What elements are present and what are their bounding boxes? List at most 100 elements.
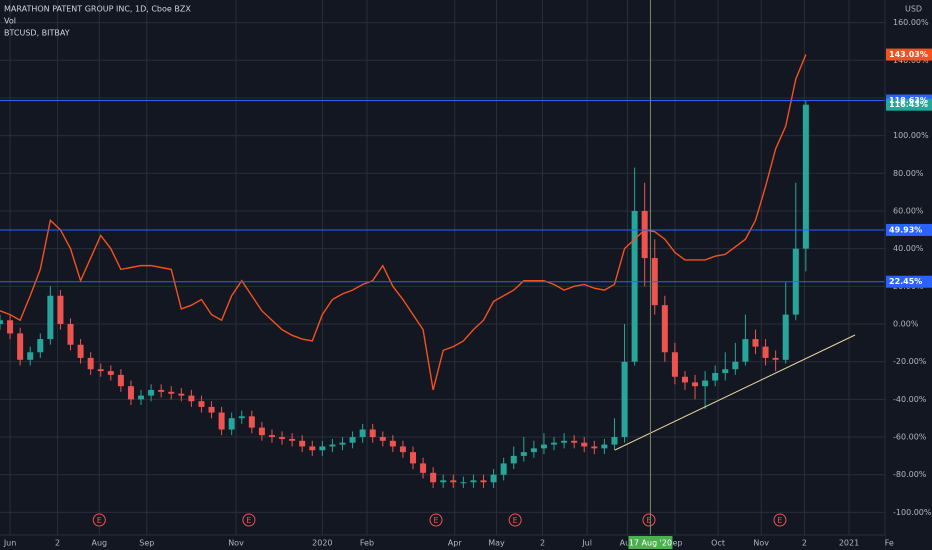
x-tick-label: May <box>488 539 505 548</box>
candle-body <box>47 295 54 340</box>
y-tick-label: -20.00% <box>893 357 927 366</box>
candle-body <box>17 333 24 360</box>
candle-body <box>158 389 165 392</box>
x-tick-label: Jul <box>581 539 592 548</box>
candle-body <box>440 480 447 483</box>
price-label: 22.45% <box>889 277 922 286</box>
candle-body <box>218 412 225 430</box>
x-tick-label: Sep <box>667 539 682 548</box>
candle-body <box>591 446 598 449</box>
candle-body <box>762 346 769 358</box>
candle-body <box>248 416 255 428</box>
candle-body <box>7 320 14 334</box>
x-tick-label: 2 <box>802 539 807 548</box>
candle-body <box>510 455 517 464</box>
candle-body <box>289 438 296 441</box>
candle-body <box>107 371 114 375</box>
candle-body <box>581 442 588 447</box>
candle-body <box>178 393 185 396</box>
candle-body <box>97 369 104 372</box>
candle-body <box>299 440 306 447</box>
event-marker <box>508 513 522 527</box>
candle-body <box>772 357 779 360</box>
crosshair-label: 17 Aug '20 <box>629 539 672 548</box>
price-label: 49.93% <box>889 225 922 234</box>
event-label: E <box>433 516 438 525</box>
candle-body <box>127 386 134 400</box>
x-tick-label: 2 <box>540 539 545 548</box>
price-axis <box>885 0 932 550</box>
price-label: 116.43% <box>889 100 928 109</box>
candle-body <box>238 416 245 419</box>
event-marker <box>773 513 787 527</box>
y-tick-label: 100.00% <box>893 131 929 140</box>
candle-body <box>752 339 759 347</box>
candle-body <box>551 442 558 445</box>
candle-body <box>540 444 547 449</box>
y-tick-label: -80.00% <box>893 470 927 479</box>
price-label: 118.63% <box>889 96 928 105</box>
event-marker <box>92 513 106 527</box>
x-tick-label: Aug <box>91 539 107 548</box>
candle-body <box>339 442 346 445</box>
candle-body <box>349 437 356 443</box>
candle-body <box>500 463 507 475</box>
axis-unit: USD <box>905 5 922 14</box>
candle-body <box>198 401 205 407</box>
legend-entry: MARATHON PATENT GROUP INC, 1D, Cboe BZX <box>4 5 191 14</box>
x-tick-label: Oct <box>711 539 725 548</box>
y-tick-label: 60.00% <box>893 206 924 215</box>
candle-body <box>732 361 739 370</box>
candle-body <box>450 480 457 483</box>
candle-body <box>117 374 124 387</box>
crosshair-label-box <box>628 536 673 549</box>
price-label-box <box>886 223 932 236</box>
volume-label: Vol <box>4 17 16 26</box>
event-marker <box>642 513 656 527</box>
candle-body <box>410 452 416 464</box>
candle-body <box>561 440 568 443</box>
candle-body <box>0 320 3 325</box>
candle-body <box>722 369 729 373</box>
candle-body <box>309 446 316 451</box>
candle-body <box>802 104 809 249</box>
event-marker <box>242 513 256 527</box>
grid <box>0 0 890 535</box>
candle-body <box>621 361 628 438</box>
event-label: E <box>97 516 102 525</box>
event-label: E <box>646 516 651 525</box>
y-tick-label: -40.00% <box>893 395 927 404</box>
candle-body <box>480 480 487 483</box>
candle-body <box>258 427 265 436</box>
candle-body <box>520 452 527 456</box>
candle-body <box>37 339 44 353</box>
x-tick-label: 2020 <box>312 539 332 548</box>
x-tick-label: Jun <box>3 539 17 548</box>
event-marker <box>429 513 443 527</box>
candle-body <box>641 210 648 259</box>
candle-body <box>470 480 477 483</box>
y-tick-label: 80.00% <box>893 169 924 178</box>
candle-body <box>420 463 427 473</box>
x-tick-label: 2021 <box>839 539 859 548</box>
candle-body <box>530 448 537 453</box>
price-label-box <box>886 48 932 61</box>
candle-body <box>681 376 688 383</box>
event-label: E <box>777 516 782 525</box>
candle-body <box>601 444 608 449</box>
candle-body <box>712 372 719 381</box>
candle-body <box>329 444 336 447</box>
x-tick-label: 2 <box>55 539 60 548</box>
x-tick-label: Fe <box>885 539 894 548</box>
candle-body <box>389 440 396 447</box>
btc-line <box>0 54 807 391</box>
candle-body <box>67 324 74 345</box>
candle-body <box>399 446 406 453</box>
candle-body <box>77 344 84 358</box>
candle-body <box>148 389 155 396</box>
y-tick-label: -60.00% <box>893 433 927 442</box>
candle-body <box>188 395 195 402</box>
legend-entry: BTCUSD, BITBAY <box>4 29 70 38</box>
